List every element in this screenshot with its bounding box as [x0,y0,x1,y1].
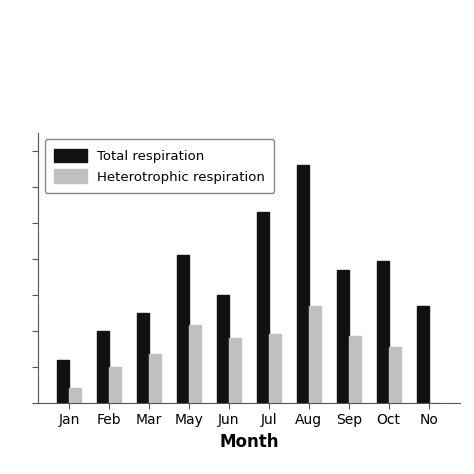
Bar [417,306,428,403]
Bar [229,338,241,403]
Bar [349,336,361,403]
Bar [177,255,189,403]
Bar [389,347,401,403]
Bar [297,165,309,403]
Bar [217,295,229,403]
Bar [257,212,269,403]
Legend: Total respiration, Heterotrophic respiration: Total respiration, Heterotrophic respira… [45,139,274,193]
Bar [69,389,81,403]
Bar [149,354,161,403]
Bar [309,306,321,403]
Bar [337,270,349,403]
Bar [109,367,121,403]
Bar [377,261,389,403]
Bar [57,360,69,403]
Bar [97,331,109,403]
Bar [269,335,281,403]
X-axis label: Month: Month [219,433,279,451]
Bar [137,313,149,403]
Bar [189,326,201,403]
